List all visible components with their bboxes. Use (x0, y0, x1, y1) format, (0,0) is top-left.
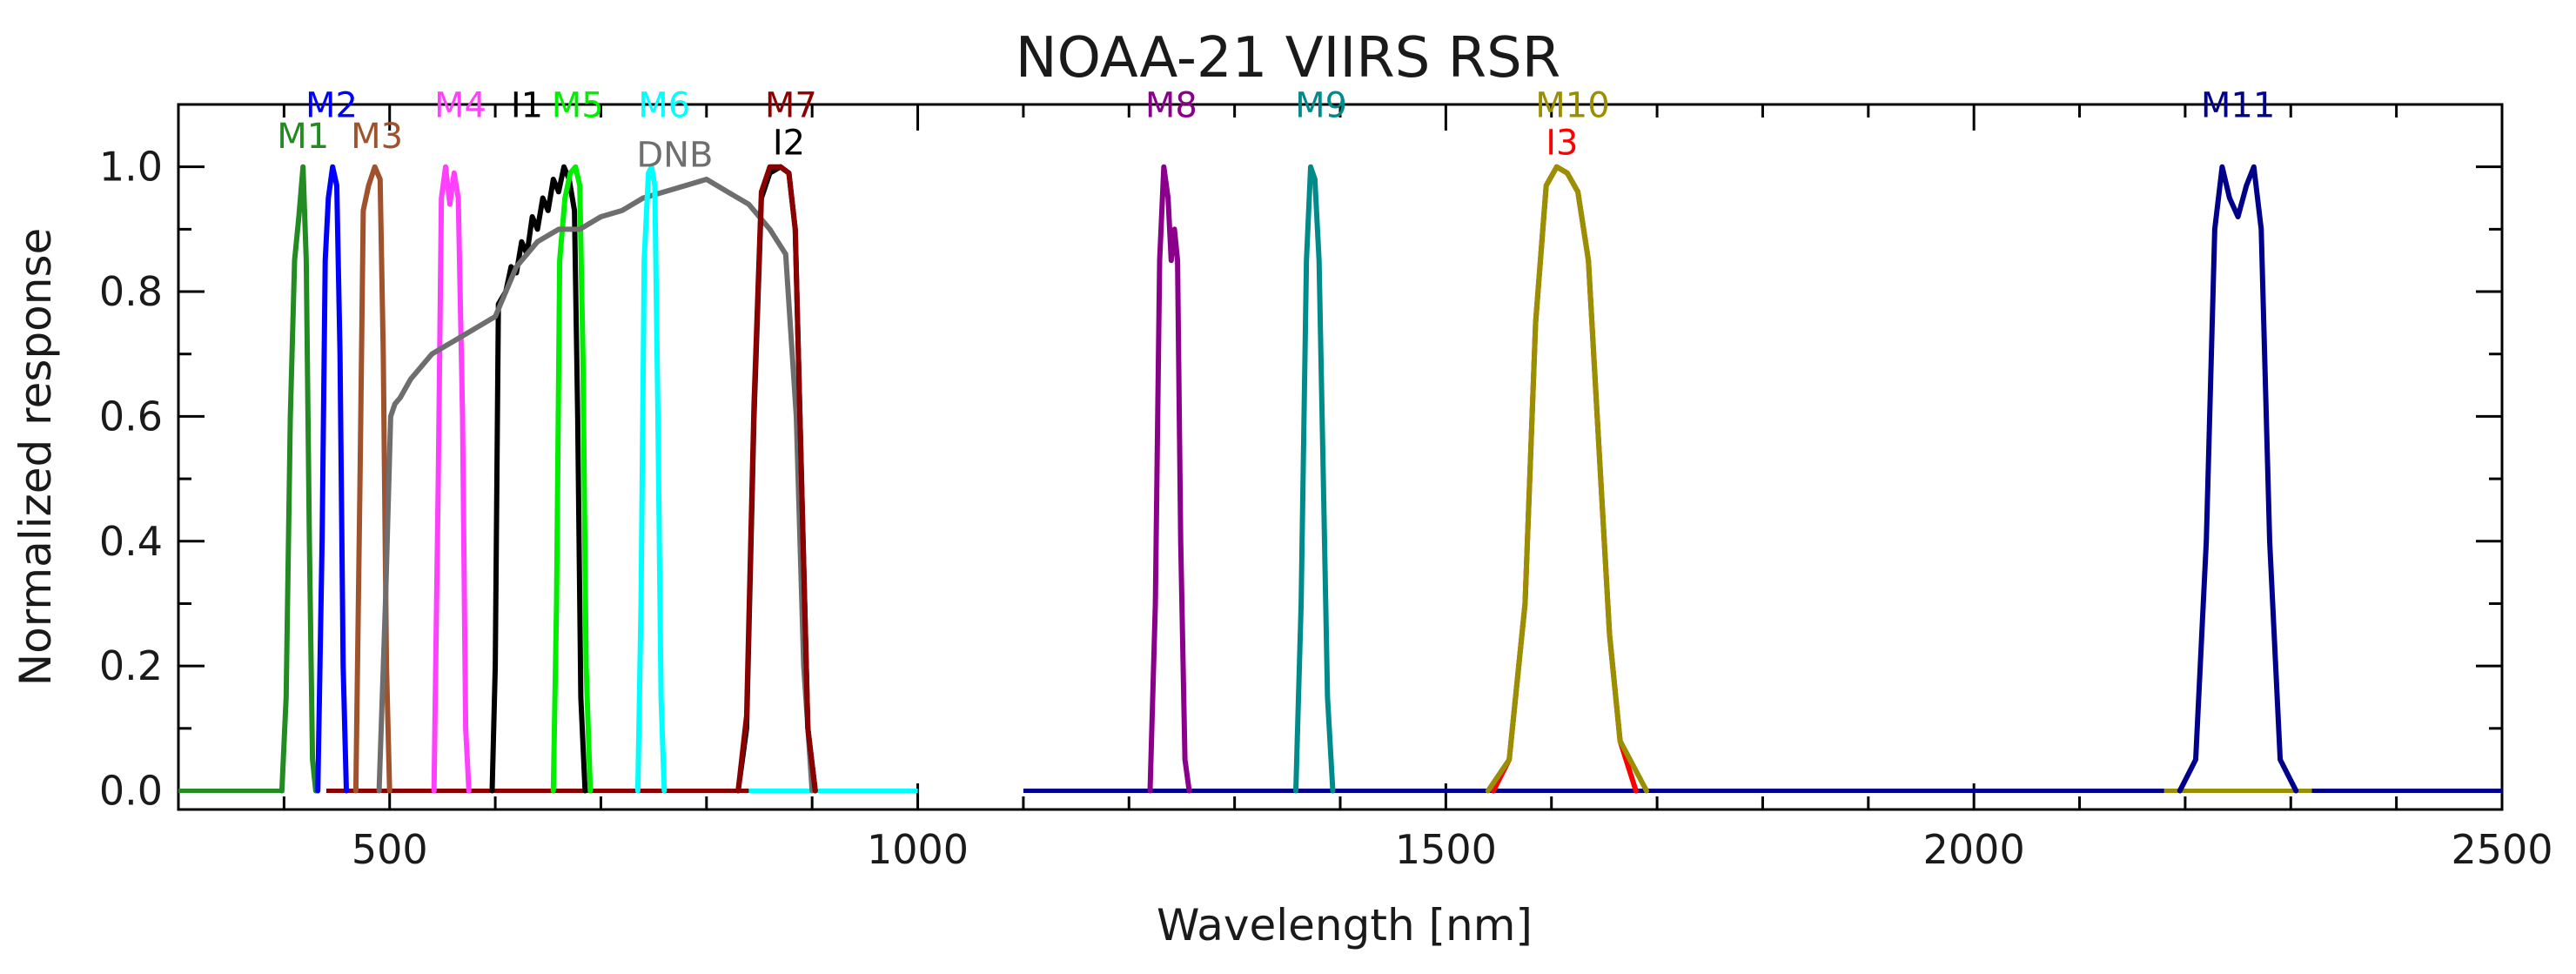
band-label-m1: M1 (277, 117, 329, 157)
y-tick-label: 0.2 (99, 642, 163, 689)
band-label-m10: M10 (1535, 85, 1609, 125)
band-label-m4: M4 (434, 85, 486, 125)
series-m10 (1485, 164, 1649, 794)
series-m5 (550, 164, 594, 794)
band-label-i2: I2 (773, 123, 805, 163)
band-label-m6: M6 (638, 85, 690, 125)
y-tick-label: 0.8 (99, 268, 163, 315)
band-label-m9: M9 (1295, 85, 1347, 125)
band-label-m3: M3 (351, 117, 403, 157)
series-m6 (634, 164, 667, 794)
y-tick-label: 0.6 (99, 393, 163, 440)
band-label-m7: M7 (765, 85, 817, 125)
chart-title: NOAA-21 VIIRS RSR (1016, 26, 1560, 91)
y-tick-label: 1.0 (99, 144, 163, 191)
band-label-m5: M5 (552, 85, 604, 125)
band-label-m8: M8 (1145, 85, 1197, 125)
series-m4 (431, 164, 472, 794)
x-tick-label: 2000 (1923, 826, 2025, 873)
band-label-m11: M11 (2201, 85, 2275, 125)
plot-frame (177, 103, 2504, 811)
y-axis-label: Normalized response (10, 228, 61, 687)
band-label-m2: M2 (305, 85, 358, 125)
y-tick-label: 0.0 (99, 767, 163, 814)
series-m2 (315, 164, 349, 794)
x-tick-label: 1000 (867, 826, 969, 873)
series-m11 (2177, 164, 2299, 794)
x-axis-label: Wavelength [nm] (1157, 900, 1533, 950)
x-tick-label: 1500 (1395, 826, 1497, 873)
series-m8 (1147, 164, 1192, 794)
series-m7 (735, 164, 818, 794)
band-label-i1: I1 (511, 85, 543, 125)
band-label-i3: I3 (1546, 123, 1578, 163)
series-i1 (489, 164, 588, 794)
series-m1 (278, 164, 319, 794)
x-tick-label: 500 (352, 826, 428, 873)
x-tick-label: 2500 (2451, 826, 2553, 873)
band-label-dnb: DNB (636, 136, 713, 176)
y-tick-label: 0.4 (99, 518, 163, 565)
series-m9 (1293, 164, 1336, 794)
